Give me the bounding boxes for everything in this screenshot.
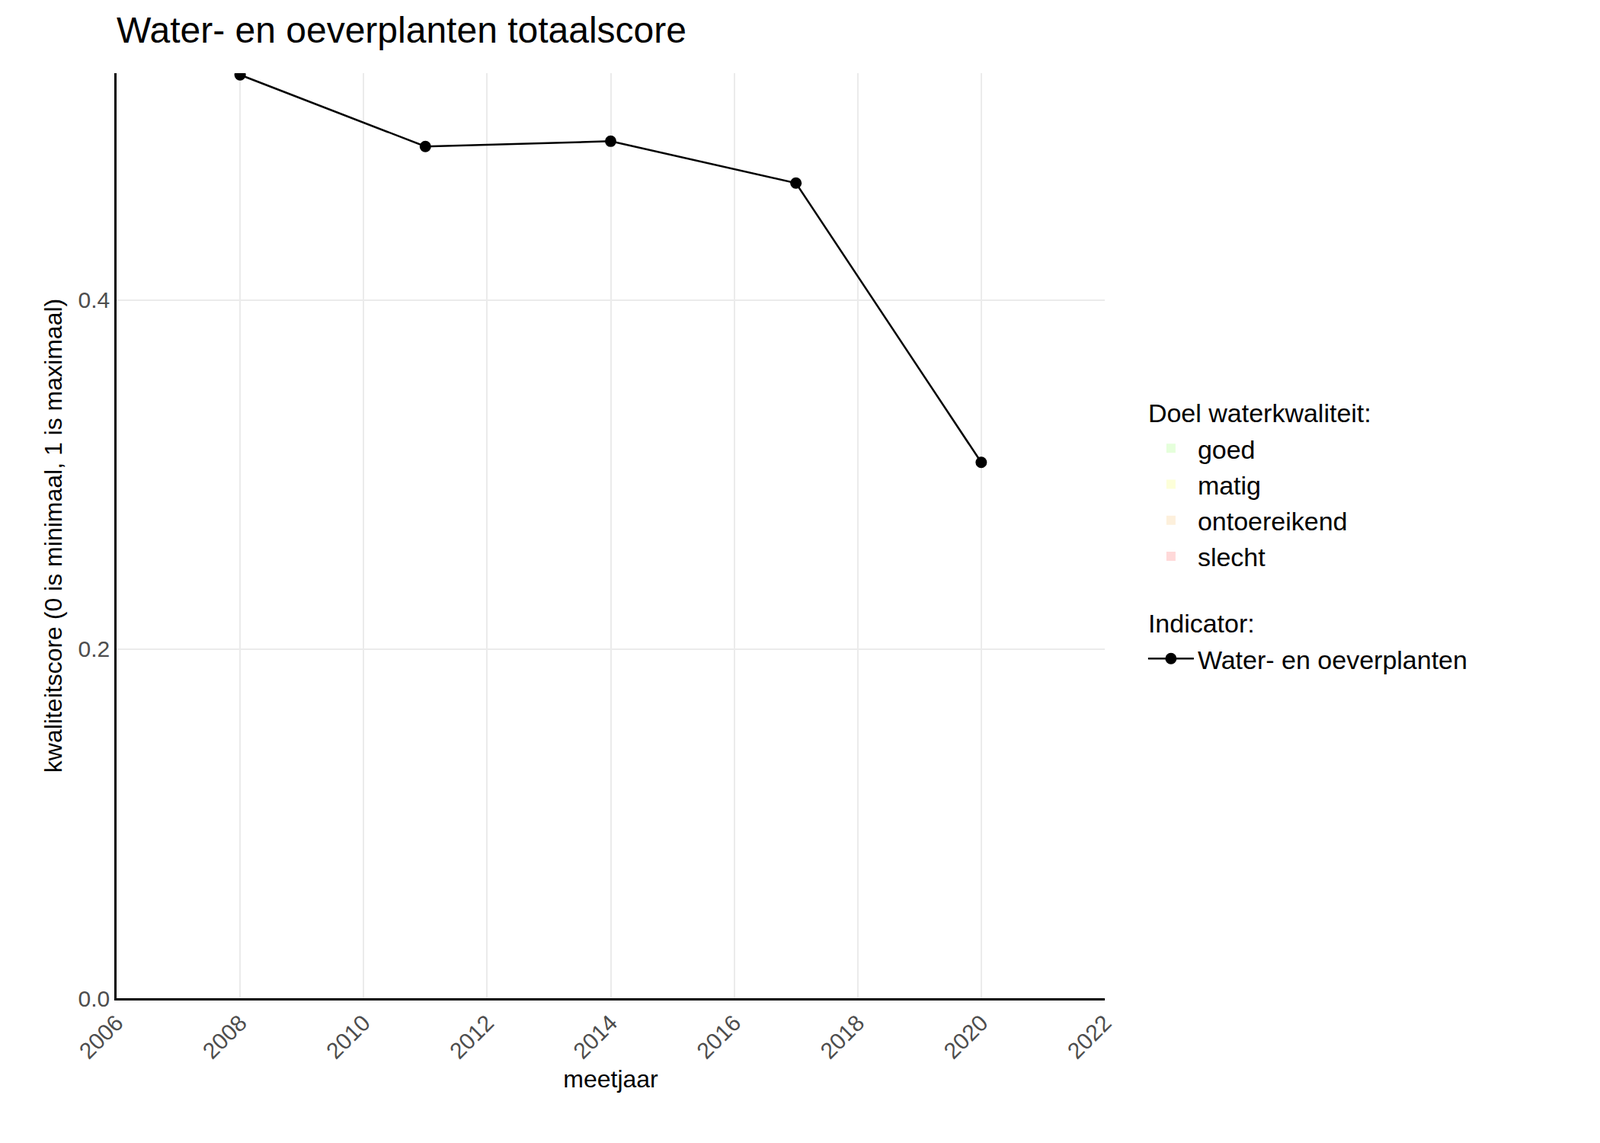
svg-text:Water- en oeverplanten: Water- en oeverplanten bbox=[1197, 645, 1468, 675]
svg-text:2016: 2016 bbox=[691, 1009, 746, 1064]
svg-text:ontoereikend: ontoereikend bbox=[1197, 506, 1348, 536]
svg-text:2014: 2014 bbox=[568, 1009, 623, 1064]
svg-text:0.0: 0.0 bbox=[78, 985, 111, 1012]
svg-text:matig: matig bbox=[1197, 470, 1261, 500]
svg-text:goed: goed bbox=[1197, 435, 1256, 464]
svg-text:Water- en oeverplanten totaals: Water- en oeverplanten totaalscore bbox=[116, 9, 687, 51]
svg-text:Indicator:: Indicator: bbox=[1148, 608, 1255, 638]
svg-text:2012: 2012 bbox=[444, 1009, 500, 1064]
svg-text:Doel waterkwaliteit:: Doel waterkwaliteit: bbox=[1148, 398, 1372, 428]
svg-text:2006: 2006 bbox=[73, 1009, 128, 1064]
svg-text:2020: 2020 bbox=[938, 1009, 993, 1064]
svg-text:meetjaar: meetjaar bbox=[563, 1065, 659, 1093]
svg-text:kwaliteitscore (0 is minimaal,: kwaliteitscore (0 is minimaal, 1 is maxi… bbox=[39, 298, 68, 773]
svg-text:2022: 2022 bbox=[1062, 1009, 1117, 1064]
svg-text:2008: 2008 bbox=[197, 1009, 252, 1064]
svg-text:0.2: 0.2 bbox=[78, 636, 111, 662]
svg-text:2010: 2010 bbox=[321, 1009, 376, 1064]
svg-text:0.4: 0.4 bbox=[78, 287, 111, 313]
svg-text:2018: 2018 bbox=[815, 1009, 870, 1064]
svg-text:slecht: slecht bbox=[1197, 542, 1266, 572]
